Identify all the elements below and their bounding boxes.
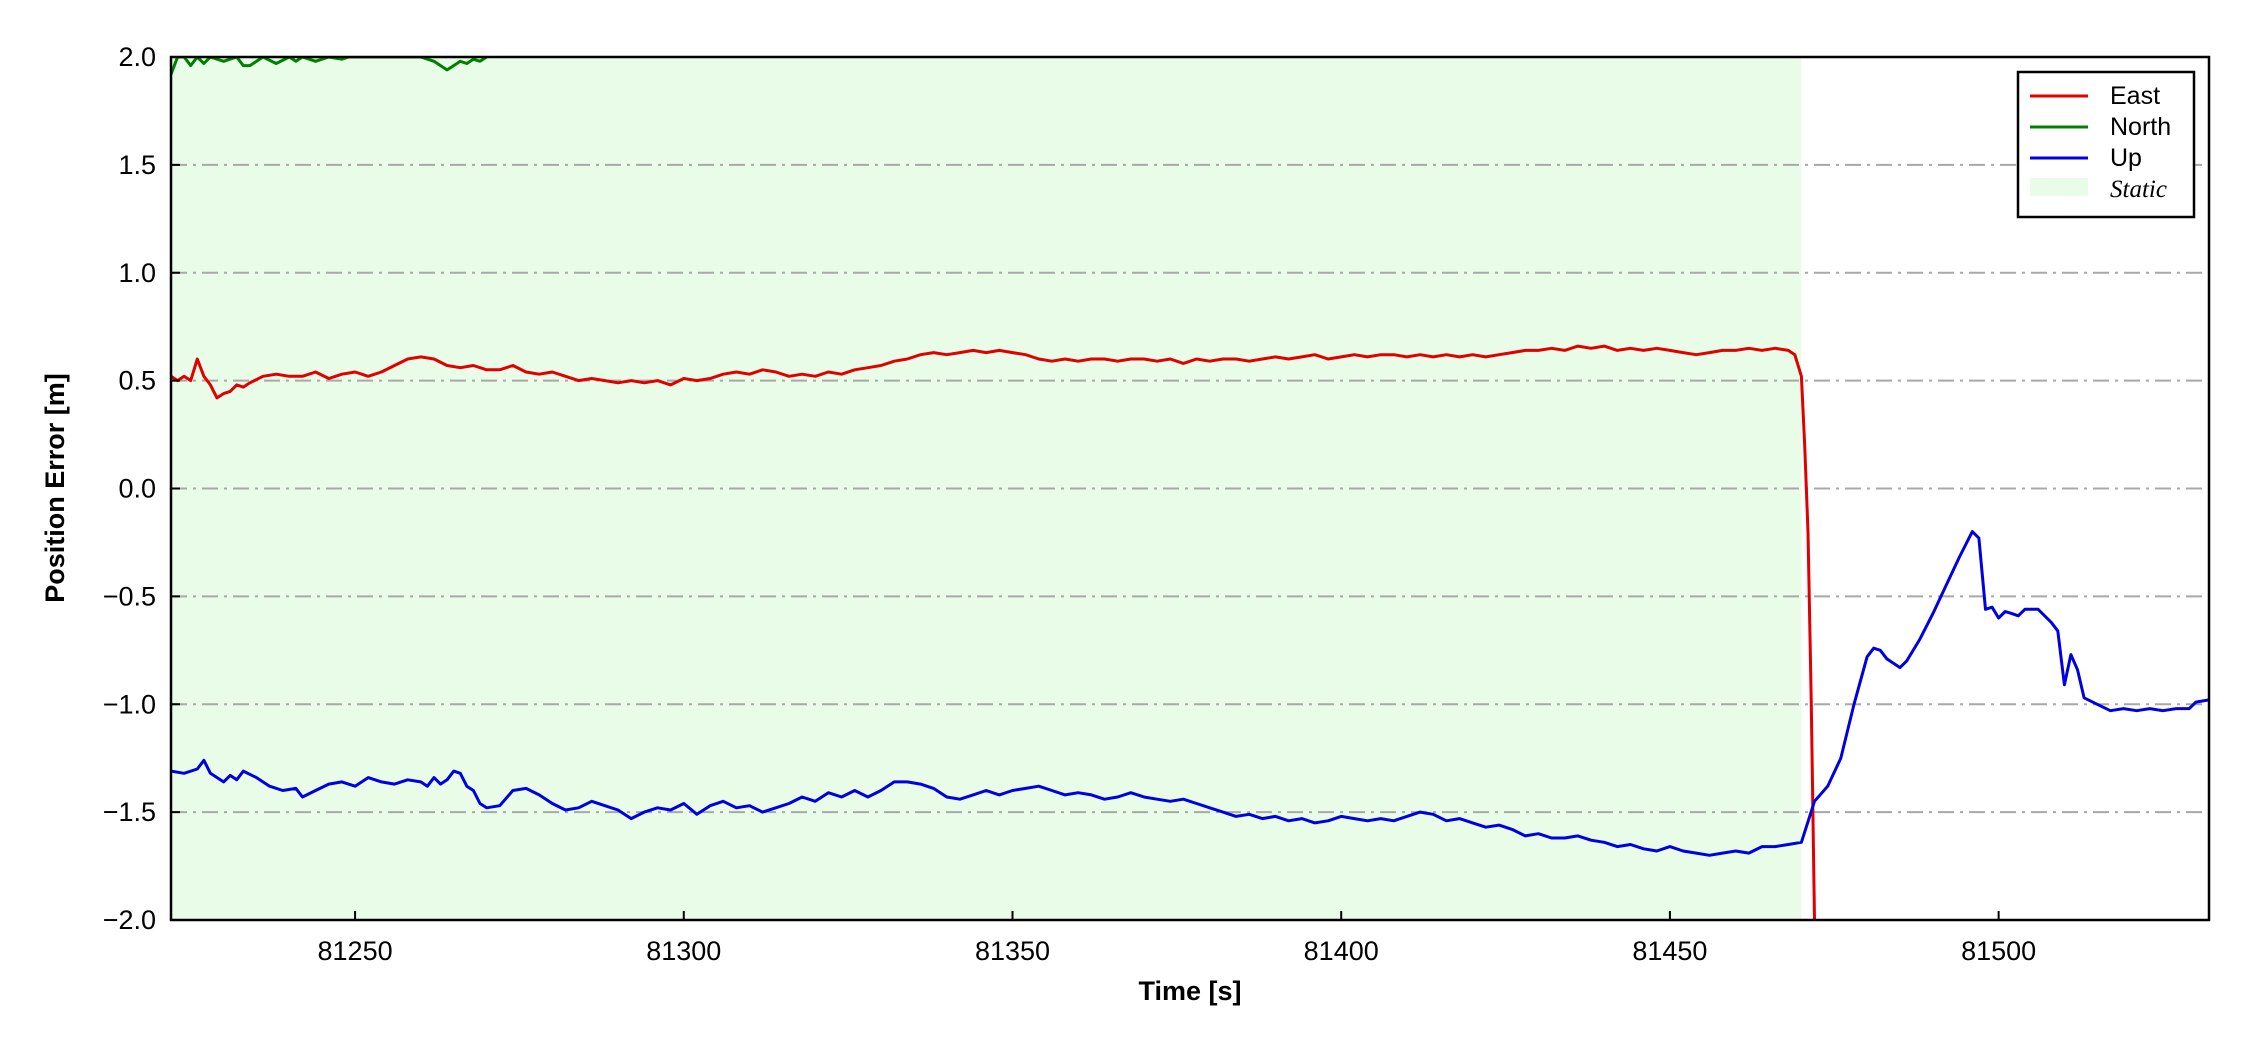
legend-swatch-static [2030, 178, 2088, 196]
series-line-east [171, 344, 1816, 920]
x-tick-label-4: 81450 [1632, 936, 1707, 966]
legend-label-north: North [2110, 113, 2171, 141]
x-axis-ticks: 81250 81300 81350 81400 81450 81500 [318, 911, 2036, 966]
legend-label-up: Up [2110, 144, 2142, 172]
y-tick-label-3: −0.5 [103, 581, 156, 611]
legend-label-east: East [2110, 82, 2160, 110]
x-tick-label-1: 81300 [646, 936, 721, 966]
y-tick-label-8: 2.0 [118, 42, 156, 72]
y-axis-title: Position Error [m] [40, 373, 70, 603]
series-layer [171, 57, 2209, 920]
y-tick-label-2: −1.0 [103, 689, 156, 719]
x-tick-label-2: 81350 [975, 936, 1050, 966]
grid-layer [171, 163, 2209, 814]
y-tick-label-4: 0.0 [118, 474, 156, 504]
x-tick-label-3: 81400 [1304, 936, 1379, 966]
x-tick-label-5: 81500 [1961, 936, 2036, 966]
legend-label-static: Static [2110, 176, 2167, 203]
x-tick-label-0: 81250 [318, 936, 393, 966]
y-axis-ticks: −2.0 −1.5 −1.0 −0.5 0.0 0.5 1.0 1.5 2.0 [103, 42, 180, 935]
series-line-up [171, 530, 2209, 857]
y-tick-label-0: −2.0 [103, 905, 156, 935]
y-tick-label-6: 1.0 [118, 258, 156, 288]
y-tick-label-5: 0.5 [118, 366, 156, 396]
series-line-north [171, 57, 488, 75]
x-axis-title: Time [s] [1138, 976, 1241, 1006]
y-tick-label-1: −1.5 [103, 797, 156, 827]
legend: East North Up Static [2016, 70, 2196, 219]
y-tick-label-7: 1.5 [118, 150, 156, 180]
